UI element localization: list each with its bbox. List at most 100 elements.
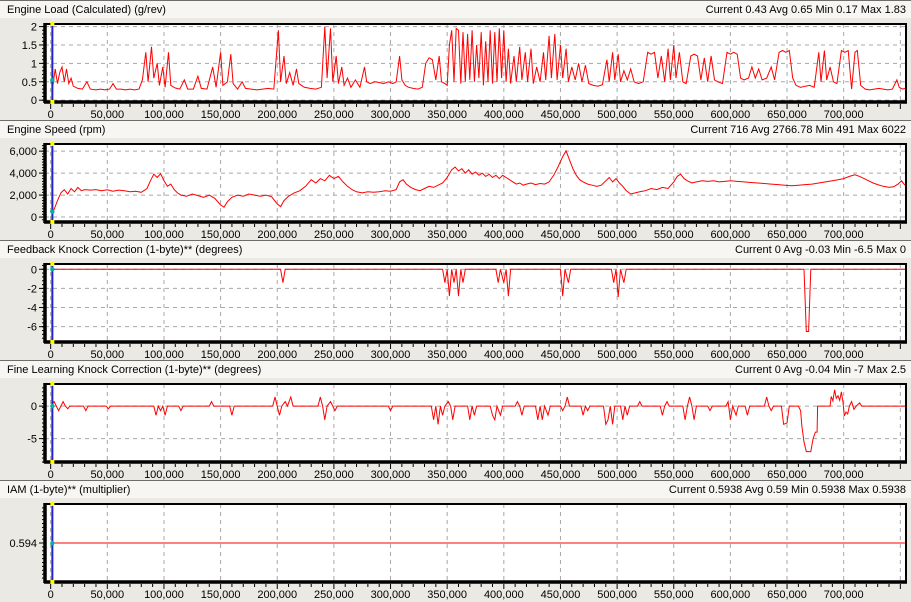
y-tick-label: 1	[31, 58, 37, 70]
chart-title: Feedback Knock Correction (1-byte)** (de…	[7, 243, 243, 256]
cursor-marker[interactable]	[50, 262, 55, 344]
x-tick-label: 300,000	[371, 469, 411, 480]
x-tick-label: 250,000	[314, 589, 354, 600]
x-tick-label: 150,000	[201, 589, 241, 600]
chart-title: Fine Learning Knock Correction (1-byte)*…	[7, 363, 262, 376]
x-tick-label: 350,000	[427, 349, 467, 360]
chart-engine-speed: Engine Speed (rpm) Current 716 Avg 2766.…	[0, 120, 911, 240]
y-tick-label: 0	[31, 212, 37, 224]
chart-plot[interactable]: 0 50,000 100,000 150,000 200,000 250,000 300,0…	[0, 258, 911, 360]
x-tick-label: 300,000	[371, 109, 411, 120]
x-tick-label: 500,000	[597, 229, 637, 240]
x-tick-label: 450,000	[541, 589, 581, 600]
x-tick-label: 550,000	[654, 349, 694, 360]
chart-canvas: 0 50,000 100,000 150,000 200,000 250,000 300,0…	[9, 142, 907, 240]
cursor-marker[interactable]	[50, 382, 55, 464]
x-axis: 0 50,000 100,000 150,000 200,000 250,000 300,0…	[48, 344, 901, 360]
x-tick-label: 650,000	[767, 349, 807, 360]
x-tick-label: 200,000	[257, 229, 297, 240]
chart-title: IAM (1-byte)** (multiplier)	[7, 483, 131, 496]
cursor-marker[interactable]	[50, 142, 55, 224]
x-tick-label: 550,000	[654, 469, 694, 480]
x-tick-label: 100,000	[144, 469, 184, 480]
x-tick-label: 150,000	[201, 109, 241, 120]
y-tick-label: 0	[31, 95, 37, 107]
x-tick-label: 600,000	[711, 349, 751, 360]
data-trace	[50, 389, 905, 453]
y-tick-label: 2,000	[9, 190, 37, 202]
chart-plot[interactable]: 0 50,000 100,000 150,000 200,000 250,000 300,0…	[0, 378, 911, 480]
x-tick-label: 200,000	[257, 589, 297, 600]
x-tick-label: 100,000	[144, 589, 184, 600]
chart-header: Feedback Knock Correction (1-byte)** (de…	[0, 241, 911, 258]
x-tick-label: 500,000	[597, 589, 637, 600]
x-tick-label: 500,000	[597, 349, 637, 360]
x-tick-label: 600,000	[711, 469, 751, 480]
x-tick-label: 200,000	[257, 109, 297, 120]
x-tick-label: 250,000	[314, 349, 354, 360]
y-tick-label: 0.5	[22, 77, 37, 89]
gridlines	[45, 264, 906, 342]
x-tick-label: 150,000	[201, 469, 241, 480]
y-tick-label: 1.5	[22, 40, 37, 52]
chart-header: Engine Load (Calculated) (g/rev) Current…	[0, 1, 911, 18]
x-tick-label: 350,000	[427, 589, 467, 600]
x-tick-label: 100,000	[144, 229, 184, 240]
y-tick-label: -5	[27, 434, 37, 446]
x-tick-label: 0	[48, 229, 54, 240]
cursor-marker[interactable]	[50, 22, 55, 104]
x-tick-label: 700,000	[824, 469, 864, 480]
gridlines	[45, 384, 906, 462]
chart-stats: Current 0.43 Avg 0.65 Min 0.17 Max 1.83	[705, 3, 906, 16]
x-tick-label: 50,000	[90, 589, 124, 600]
x-tick-label: 700,000	[824, 109, 864, 120]
x-tick-label: 250,000	[314, 229, 354, 240]
x-tick-label: 650,000	[767, 469, 807, 480]
x-tick-label: 400,000	[484, 469, 524, 480]
x-tick-label: 400,000	[484, 109, 524, 120]
chart-stats: Current 0.5938 Avg 0.59 Min 0.5938 Max 0…	[668, 483, 906, 496]
chart-title: Engine Load (Calculated) (g/rev)	[7, 3, 166, 16]
x-tick-label: 150,000	[201, 349, 241, 360]
gridlines	[45, 24, 906, 102]
x-tick-label: 0	[48, 109, 54, 120]
chart-plot[interactable]: 0 50,000 100,000 150,000 200,000 250,000 300,0…	[0, 498, 911, 600]
chart-canvas: 0 50,000 100,000 150,000 200,000 250,000 300,0…	[22, 22, 907, 120]
plot-area	[45, 144, 906, 222]
gridlines	[50, 504, 901, 582]
x-tick-label: 550,000	[654, 109, 694, 120]
x-axis: 0 50,000 100,000 150,000 200,000 250,000 300,0…	[48, 104, 901, 120]
chart-feedback-knock-correction: Feedback Knock Correction (1-byte)** (de…	[0, 240, 911, 360]
y-axis: 0 -5	[27, 387, 45, 463]
plot-area	[45, 264, 906, 342]
chart-canvas: 0 50,000 100,000 150,000 200,000 250,000 300,0…	[9, 502, 907, 600]
chart-fine-learning-knock-correction: Fine Learning Knock Correction (1-byte)*…	[0, 360, 911, 480]
chart-plot[interactable]: 0 50,000 100,000 150,000 200,000 250,000 300,0…	[0, 138, 911, 240]
x-tick-label: 500,000	[597, 109, 637, 120]
x-tick-label: 300,000	[371, 349, 411, 360]
y-tick-label: -6	[27, 322, 37, 334]
y-axis: 2 1.5 1 0.5 0	[22, 22, 45, 107]
x-tick-label: 600,000	[711, 589, 751, 600]
x-tick-label: 700,000	[824, 589, 864, 600]
x-axis: 0 50,000 100,000 150,000 200,000 250,000 300,0…	[48, 584, 901, 600]
chart-header: IAM (1-byte)** (multiplier) Current 0.59…	[0, 481, 911, 498]
cursor-marker[interactable]	[50, 502, 55, 584]
x-tick-label: 600,000	[711, 109, 751, 120]
x-tick-label: 650,000	[767, 109, 807, 120]
chart-title: Engine Speed (rpm)	[7, 123, 106, 136]
x-tick-label: 300,000	[371, 589, 411, 600]
chart-stats: Current 716 Avg 2766.78 Min 491 Max 6022	[690, 123, 906, 136]
chart-engine-load: Engine Load (Calculated) (g/rev) Current…	[0, 0, 911, 120]
x-axis: 0 50,000 100,000 150,000 200,000 250,000 300,0…	[48, 464, 901, 480]
chart-iam: IAM (1-byte)** (multiplier) Current 0.59…	[0, 480, 911, 600]
x-tick-label: 650,000	[767, 589, 807, 600]
y-tick-label: -4	[27, 303, 37, 315]
x-tick-label: 50,000	[90, 469, 124, 480]
x-tick-label: 50,000	[90, 349, 124, 360]
x-tick-label: 200,000	[257, 469, 297, 480]
chart-plot[interactable]: 0 50,000 100,000 150,000 200,000 250,000 300,0…	[0, 18, 911, 120]
chart-header: Engine Speed (rpm) Current 716 Avg 2766.…	[0, 121, 911, 138]
x-tick-label: 150,000	[201, 229, 241, 240]
x-tick-label: 550,000	[654, 589, 694, 600]
